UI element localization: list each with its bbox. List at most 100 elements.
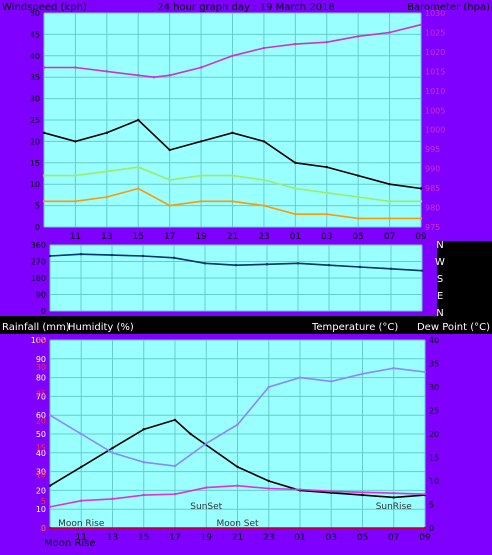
p3-series-point-0 [392,496,395,499]
x-tick: 23 [258,232,269,242]
y-tick-left: 20 [30,137,40,146]
p3-series-point-1 [392,367,395,370]
p1-series-point-1 [74,140,77,143]
p3-series-point-2 [361,491,364,494]
y-tick-right: 1025 [425,28,445,37]
y-tick-right: 40 [429,336,439,345]
x-tick: 07 [388,533,399,543]
y-tick-left-rain: 0 [41,524,46,533]
p2-series-point-0 [358,265,362,269]
p1-series-point-3 [168,204,171,207]
p3-series-point-2 [142,493,145,497]
p1-series-point-1 [42,131,46,135]
y-tick-left-rain: 5 [41,497,46,506]
p1-series-point-3 [231,200,234,203]
y-tick-left: 20 [36,486,46,495]
p2-series-point-0 [48,254,52,258]
annotation-label: SunRise [376,502,413,512]
p1-series-point-0 [152,76,156,79]
y-tick-right: 35 [429,360,439,369]
y-tick-left: 70 [36,392,46,401]
p1-series-point-1 [388,183,391,186]
p2-series-point-0 [420,269,424,272]
p3-series-point-1 [361,372,364,376]
p3-series-point-2 [330,490,333,493]
p1-series-point-1 [356,174,360,177]
p3-series-point-2 [423,492,427,496]
p1-series-point-1 [105,131,109,135]
p1-series-point-0 [356,35,360,38]
x-tick: 17 [164,232,175,242]
p1-series-point-1 [231,131,234,135]
p3-series-point-0 [361,493,364,497]
p2-series-point-0 [110,253,114,257]
p3-series-point-1 [205,442,208,445]
p3-series-point-1 [330,380,333,383]
compass-label: W [435,257,445,268]
y-tick-right: 15 [429,454,439,463]
y-tick-left-rain: 35 [36,336,46,345]
x-tick: 01 [294,533,305,543]
p1-series-point-0 [42,66,46,69]
p1-series-point-3 [105,195,109,199]
p1-series-point-0 [294,42,297,46]
x-tick: 09 [415,232,427,242]
y-tick-right: 1005 [425,106,445,115]
p3-series-point-3 [423,526,427,530]
x-tick: 03 [321,232,332,242]
y-tick-right: 1030 [425,9,445,18]
p1-series-point-2 [388,200,391,203]
y-tick-left: 35 [30,73,40,82]
p1-series-point-3 [294,212,297,216]
p2-series-point-0 [141,254,145,258]
y-tick-right: 1010 [425,87,445,96]
y-tick-right: 985 [425,184,440,193]
p3-series-point-0 [236,465,239,469]
p1-series-point-1 [262,140,266,143]
p1-series-point-2 [199,174,203,177]
y-tick-left-rain: 25 [36,390,46,399]
y-tick-left: 40 [30,52,40,61]
p1-series-point-3 [419,217,423,220]
p1-series-point-2 [419,200,423,203]
y-tick-left: 0 [41,524,46,533]
p1-series-point-3 [356,217,360,220]
x-tick: 09 [419,533,431,543]
p2-series-point-0 [172,256,176,260]
x-tick: 11 [76,533,87,543]
rainfall-axis-title: Rainfall (mm) [2,322,70,333]
p1-series-point-1 [294,161,297,164]
p1-series-point-3 [262,204,266,207]
y-tick-right: 0 [429,524,434,533]
p1-series-point-2 [105,170,109,173]
p3-series-point-1 [423,370,427,374]
x-tick: 05 [357,533,368,543]
y-tick-right: 20 [429,430,439,439]
temperature-axis-title: Temperature (°C) [311,322,398,333]
p1-series-point-0 [74,66,77,69]
y-tick-right: 1015 [425,67,445,76]
p3-series-point-2 [236,484,239,487]
p3-series-point-1 [173,464,177,468]
p2-series-point-0 [296,262,300,265]
moon-rise-bottom-label: Moon Rise [44,538,95,549]
y-tick-left: 180 [31,274,46,283]
p3-series-point-1 [48,414,52,417]
p1-series-point-0 [231,54,234,57]
p3-series-point-0 [189,432,192,436]
x-tick: 17 [169,533,180,543]
p1-series-point-0 [388,31,391,34]
p1-series-point-0 [419,23,423,26]
x-tick: 05 [352,232,363,242]
p3-series-point-0 [142,428,145,431]
x-tick: 21 [232,533,243,543]
annotation-label: Moon Set [216,519,259,529]
y-tick-left: 30 [36,468,46,477]
y-tick-left: 50 [36,430,46,439]
y-tick-left-rain: 10 [36,470,46,479]
p1-series-point-0 [199,66,203,69]
p1-series-point-3 [74,200,77,203]
y-tick-right: 10 [429,477,439,486]
p2-series-point-0 [389,267,393,271]
p3-series-point-0 [80,465,83,469]
